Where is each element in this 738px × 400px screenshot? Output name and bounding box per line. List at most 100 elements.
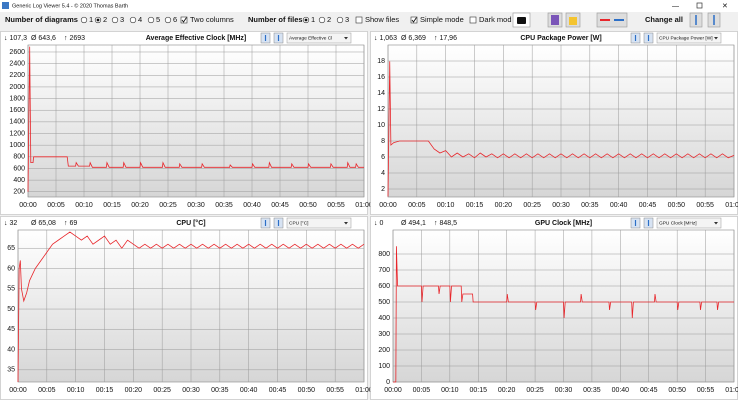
checkbox-label: Simple mode (420, 15, 464, 24)
radio-button[interactable] (164, 16, 172, 24)
x-tick-label: 00:25 (526, 387, 544, 394)
series-selector[interactable] (656, 32, 722, 44)
checkbox[interactable] (469, 16, 477, 24)
close-button[interactable]: ✕ (722, 3, 728, 10)
radio-label: 2 (103, 15, 107, 24)
y-tick-label: 35 (7, 367, 15, 374)
maximize-button[interactable] (696, 2, 703, 9)
x-tick-label: 00:30 (187, 202, 205, 209)
chart-title: GPU Clock [MHz] (535, 220, 592, 227)
stat-label: ↓ 32 (4, 220, 17, 227)
series-selector[interactable] (286, 217, 352, 229)
stat-label: ↓ 0 (374, 220, 383, 227)
x-tick-label: 00:55 (696, 202, 714, 209)
y-tick-label: 1800 (9, 95, 25, 102)
x-tick-label: 00:55 (326, 387, 344, 394)
y-tick-label: 200 (13, 189, 25, 196)
x-tick-label: 00:55 (327, 202, 345, 209)
x-tick-label: 00:40 (610, 202, 628, 209)
data-line (393, 246, 734, 383)
stat-label: ↑ 69 (64, 220, 77, 227)
radio-button[interactable] (80, 16, 88, 24)
y-tick-label: 600 (13, 165, 25, 172)
radio-dot (304, 18, 308, 22)
chart-title: CPU Package Power [W] (520, 35, 601, 42)
y-tick-label: 2600 (9, 49, 25, 56)
x-tick-label: 00:30 (552, 202, 570, 209)
x-tick-label: 01:00 (725, 387, 738, 394)
radio-dot (96, 18, 100, 22)
chart-title: CPU [°C] (176, 219, 205, 227)
x-tick-label: 01:00 (355, 387, 373, 394)
stat-label: ↑ 17,96 (434, 35, 457, 42)
x-tick-label: 00:40 (243, 202, 261, 209)
y-tick-label: 2400 (9, 60, 25, 67)
swap-button[interactable] (596, 12, 628, 28)
data-line (17, 231, 365, 383)
stat-label: Ø 65,08 (31, 220, 56, 227)
y-tick-label: 1200 (9, 130, 25, 137)
y-tick-label: 60 (7, 265, 15, 272)
x-tick-label: 00:45 (271, 202, 289, 209)
change-all-label: Change all (645, 15, 683, 24)
selector-arrow (714, 222, 718, 225)
selector-arrow (714, 37, 718, 40)
selector-arrow (344, 222, 348, 225)
y-tick-label: 14 (377, 90, 385, 97)
checkbox[interactable] (180, 16, 188, 24)
radio-button[interactable] (147, 16, 155, 24)
x-tick-label: 00:05 (413, 387, 431, 394)
stat-label: Ø 643,6 (31, 35, 56, 42)
y-tick-label: 4 (381, 170, 385, 177)
x-tick-label: 00:10 (75, 202, 93, 209)
series-selector[interactable] (656, 217, 722, 229)
radio-button[interactable] (111, 16, 119, 24)
x-tick-label: 00:40 (612, 387, 630, 394)
radio-button[interactable] (318, 16, 326, 24)
checkbox[interactable] (410, 16, 418, 24)
radio-label: 3 (345, 15, 349, 24)
x-tick-label: 00:00 (19, 202, 37, 209)
radio-label: 4 (138, 15, 142, 24)
stat-label: Ø 6,369 (401, 35, 426, 42)
y-tick-label: 12 (377, 106, 385, 113)
radio-button[interactable] (129, 16, 137, 24)
y-tick-label: 1000 (9, 142, 25, 149)
x-tick-label: 00:30 (555, 387, 573, 394)
radio-button[interactable] (336, 16, 344, 24)
x-tick-label: 00:00 (384, 387, 402, 394)
checkbox[interactable] (355, 16, 363, 24)
stat-label: ↑ 2693 (64, 35, 85, 42)
x-tick-label: 00:10 (437, 202, 455, 209)
y-tick-label: 10 (377, 122, 385, 129)
y-tick-label: 400 (13, 177, 25, 184)
minimize-button[interactable]: — (672, 3, 679, 10)
stat-label: ↑ 848,5 (434, 220, 457, 227)
checkbox-label: Show files (365, 15, 399, 24)
x-tick-label: 00:35 (215, 202, 233, 209)
y-tick-label: 800 (378, 251, 390, 258)
x-tick-label: 00:20 (495, 202, 513, 209)
toolbar: Number of diagrams Number of files Chang… (5, 12, 721, 28)
radio-label: 1 (89, 15, 93, 24)
x-tick-label: 00:30 (182, 387, 200, 394)
y-tick-label: 55 (7, 286, 15, 293)
x-tick-label: 00:15 (469, 387, 487, 394)
stat-label: ↓ 1,063 (374, 35, 397, 42)
checkbox-label: Dark mod (479, 15, 512, 24)
camera-icon (517, 17, 526, 24)
chart-icon (569, 17, 577, 25)
title-bar (0, 0, 738, 12)
diagrams-label: Number of diagrams (5, 15, 78, 24)
x-tick-label: 00:10 (67, 387, 85, 394)
series-selector[interactable] (286, 32, 352, 44)
stat-label: Ø 494,1 (401, 220, 426, 227)
x-tick-label: 00:45 (269, 387, 287, 394)
y-tick-label: 1600 (9, 107, 25, 114)
y-tick-label: 40 (7, 346, 15, 353)
x-tick-label: 01:00 (725, 202, 738, 209)
y-tick-label: 700 (378, 267, 390, 274)
x-tick-label: 00:15 (466, 202, 484, 209)
data-line (387, 61, 735, 197)
